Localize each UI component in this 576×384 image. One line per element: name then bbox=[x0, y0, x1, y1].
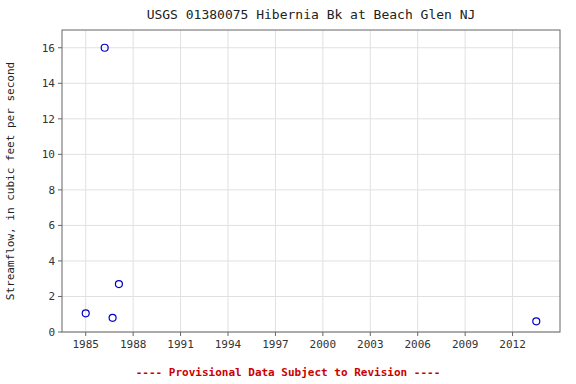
x-tick-label: 2003 bbox=[357, 338, 384, 351]
y-tick bbox=[58, 118, 62, 119]
y-tick-label: 6 bbox=[48, 219, 55, 232]
x-grid-line bbox=[275, 30, 276, 332]
x-tick-label: 2000 bbox=[310, 338, 337, 351]
x-tick-label: 1994 bbox=[215, 338, 242, 351]
title: USGS 01380075 Hibernia Bk at Beach Glen … bbox=[147, 7, 476, 22]
x-grid-line bbox=[228, 30, 229, 332]
x-tick-label: 1985 bbox=[72, 338, 99, 351]
y-tick bbox=[58, 296, 62, 297]
footer-annotation: ---- Provisional Data Subject to Revisio… bbox=[136, 366, 441, 379]
y-tick-label: 12 bbox=[42, 113, 55, 126]
y-tick-label: 0 bbox=[48, 326, 55, 339]
x-tick-label: 1997 bbox=[262, 338, 289, 351]
x-tick bbox=[370, 332, 371, 336]
point bbox=[533, 318, 540, 325]
x-tick bbox=[322, 332, 323, 336]
x-tick bbox=[465, 332, 466, 336]
x-tick bbox=[133, 332, 134, 336]
y-tick bbox=[58, 332, 62, 333]
y-tick-label: 2 bbox=[48, 290, 55, 303]
x-tick-label: 2012 bbox=[499, 338, 526, 351]
x-grid-line bbox=[85, 30, 86, 332]
x-tick-label: 1988 bbox=[120, 338, 147, 351]
point bbox=[82, 310, 89, 317]
y-tick bbox=[58, 260, 62, 261]
x-grid-line bbox=[417, 30, 418, 332]
x-grid-line bbox=[322, 30, 323, 332]
x-grid-line bbox=[370, 30, 371, 332]
x-grid-line bbox=[133, 30, 134, 332]
points bbox=[82, 44, 540, 325]
grid bbox=[62, 30, 560, 332]
y-tick-label: 8 bbox=[48, 184, 55, 197]
y-tick-label: 16 bbox=[42, 42, 55, 55]
y-grid-line bbox=[62, 83, 560, 84]
y-tick-label: 10 bbox=[42, 148, 55, 161]
point bbox=[115, 281, 122, 288]
x-tick bbox=[512, 332, 513, 336]
point bbox=[109, 314, 116, 321]
plot-frame bbox=[62, 30, 560, 332]
y-tick bbox=[58, 154, 62, 155]
y-tick-label: 4 bbox=[48, 255, 55, 268]
x-tick bbox=[417, 332, 418, 336]
y-grid-line bbox=[62, 189, 560, 190]
y-grid-line bbox=[62, 154, 560, 155]
y-grid-line bbox=[62, 47, 560, 48]
x-tick bbox=[85, 332, 86, 336]
axes: 1985198819911994199720002003200620092012… bbox=[42, 42, 526, 351]
x-grid-line bbox=[180, 30, 181, 332]
x-tick-label: 2009 bbox=[452, 338, 479, 351]
x-grid-line bbox=[465, 30, 466, 332]
x-tick bbox=[228, 332, 229, 336]
y-grid-line bbox=[62, 296, 560, 297]
chart: 1985198819911994199720002003200620092012… bbox=[0, 0, 576, 384]
y-tick bbox=[58, 225, 62, 226]
y-tick bbox=[58, 189, 62, 190]
y-tick bbox=[58, 47, 62, 48]
x-tick bbox=[180, 332, 181, 336]
y-axis-label: Streamflow, in cubic feet per second bbox=[4, 62, 17, 300]
x-tick bbox=[275, 332, 276, 336]
x-tick-label: 2006 bbox=[404, 338, 431, 351]
y-tick-label: 14 bbox=[42, 77, 56, 90]
y-grid-line bbox=[62, 118, 560, 119]
y-grid-line bbox=[62, 225, 560, 226]
x-grid-line bbox=[512, 30, 513, 332]
point bbox=[101, 44, 108, 51]
y-grid-line bbox=[62, 260, 560, 261]
y-tick bbox=[58, 83, 62, 84]
x-tick-label: 1991 bbox=[167, 338, 194, 351]
